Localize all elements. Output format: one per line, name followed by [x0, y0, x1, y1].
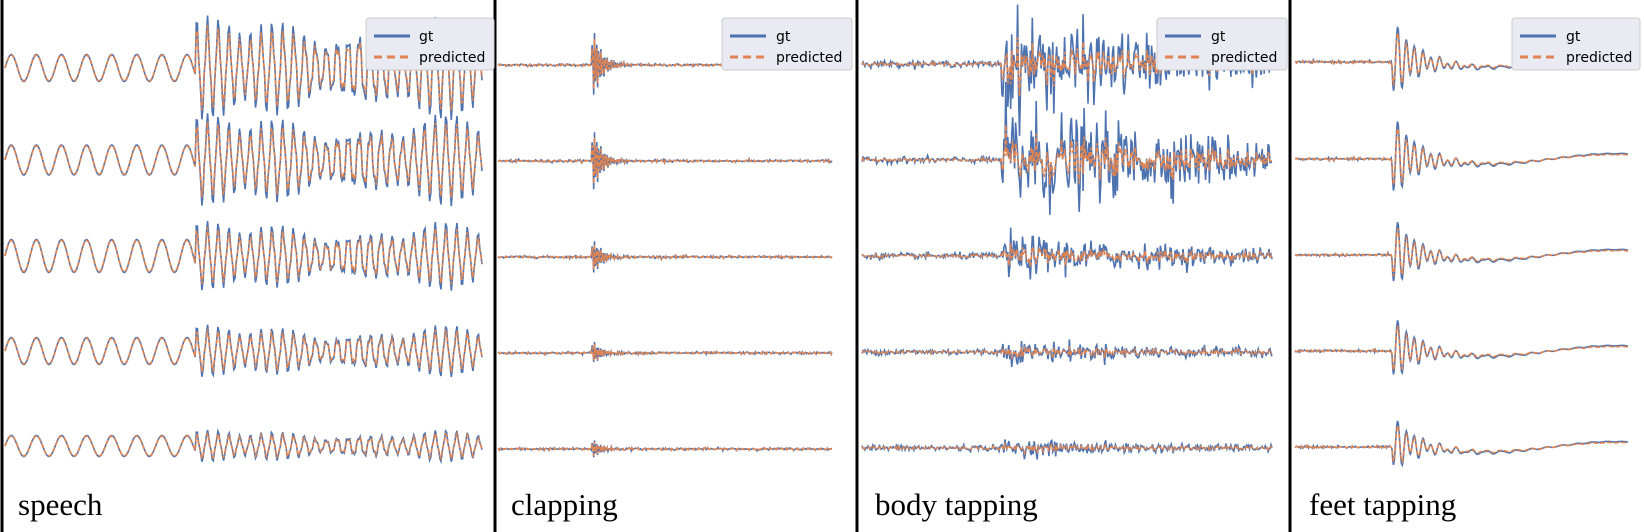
legend-label-gt: gt	[1566, 29, 1581, 45]
legend-label-gt: gt	[776, 29, 791, 45]
panel-label-feet-tapping: feet tapping	[1309, 487, 1456, 522]
legend-label-predicted: predicted	[776, 50, 842, 66]
series-predicted-channel-3	[1294, 227, 1628, 277]
legend-box	[1156, 17, 1288, 71]
series-predicted-channel-5	[861, 440, 1273, 456]
legend-feet-tapping: gt predicted	[1511, 17, 1641, 71]
series-predicted-channel-4	[4, 328, 483, 374]
series-predicted-channel-5	[4, 430, 483, 462]
legend-label-predicted: predicted	[419, 50, 485, 66]
series-predicted-channel-4	[497, 343, 833, 361]
legend-label-predicted: predicted	[1566, 50, 1632, 66]
series-predicted-channel-3	[4, 227, 483, 285]
series-predicted-channel-5	[1294, 422, 1628, 464]
series-predicted-channel-2	[4, 121, 483, 198]
series-predicted-channel-3	[497, 244, 833, 270]
panels-group	[4, 4, 1629, 468]
legend-body-tapping: gt predicted	[1156, 17, 1288, 71]
series-predicted-channel-4	[1294, 325, 1628, 371]
legend-label-predicted: predicted	[1211, 50, 1277, 66]
legend-box	[1511, 17, 1641, 71]
series-predicted-channel-4	[861, 345, 1273, 360]
panel-label-clapping: clapping	[511, 487, 618, 522]
series-predicted-channel-2	[497, 137, 833, 185]
legend-box	[365, 17, 495, 71]
series-predicted-channel-2	[1294, 128, 1628, 186]
legend-speech: gt predicted	[365, 17, 495, 71]
legend-label-gt: gt	[1211, 29, 1226, 45]
series-predicted-channel-2	[861, 124, 1273, 185]
series-predicted-channel-1	[497, 38, 833, 90]
legend-clapping: gt predicted	[721, 17, 853, 71]
series-predicted-channel-5	[497, 441, 833, 456]
legend-label-gt: gt	[419, 29, 434, 45]
legend-box	[721, 17, 853, 71]
panel-label-body-tapping: body tapping	[875, 487, 1038, 522]
series-predicted-channel-3	[861, 243, 1273, 267]
panel-label-speech: speech	[18, 487, 103, 522]
